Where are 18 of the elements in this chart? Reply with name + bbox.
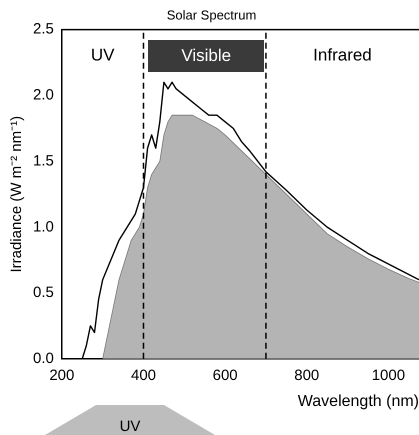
annotation: UV xyxy=(90,45,116,64)
x-tick-label: 1000 xyxy=(372,366,406,384)
annotation: Infrared xyxy=(313,45,372,64)
y-tick-label: 2.5 xyxy=(32,20,54,38)
x-axis-title: Wavelength (nm) xyxy=(298,392,419,410)
y-tick-label: 2.0 xyxy=(32,86,54,104)
trapezoid-shape: UV xyxy=(45,405,215,435)
x-tick-label: 400 xyxy=(130,366,156,384)
x-tick-label: 800 xyxy=(294,366,320,384)
x-tick-label: 200 xyxy=(49,366,74,384)
y-tick-label: 0.0 xyxy=(32,350,54,367)
y-tick-label: 0.5 xyxy=(32,284,54,302)
chart-title: Solar Spectrum xyxy=(166,7,256,22)
spectrum-strip: Visible xyxy=(148,40,264,72)
y-tick-label: 1.0 xyxy=(32,218,54,236)
y-tick-label: 1.5 xyxy=(32,152,54,170)
x-tick-label: 600 xyxy=(212,366,238,384)
y-axis-title: Irradiance (W m⁻² nm⁻¹) xyxy=(8,116,26,273)
